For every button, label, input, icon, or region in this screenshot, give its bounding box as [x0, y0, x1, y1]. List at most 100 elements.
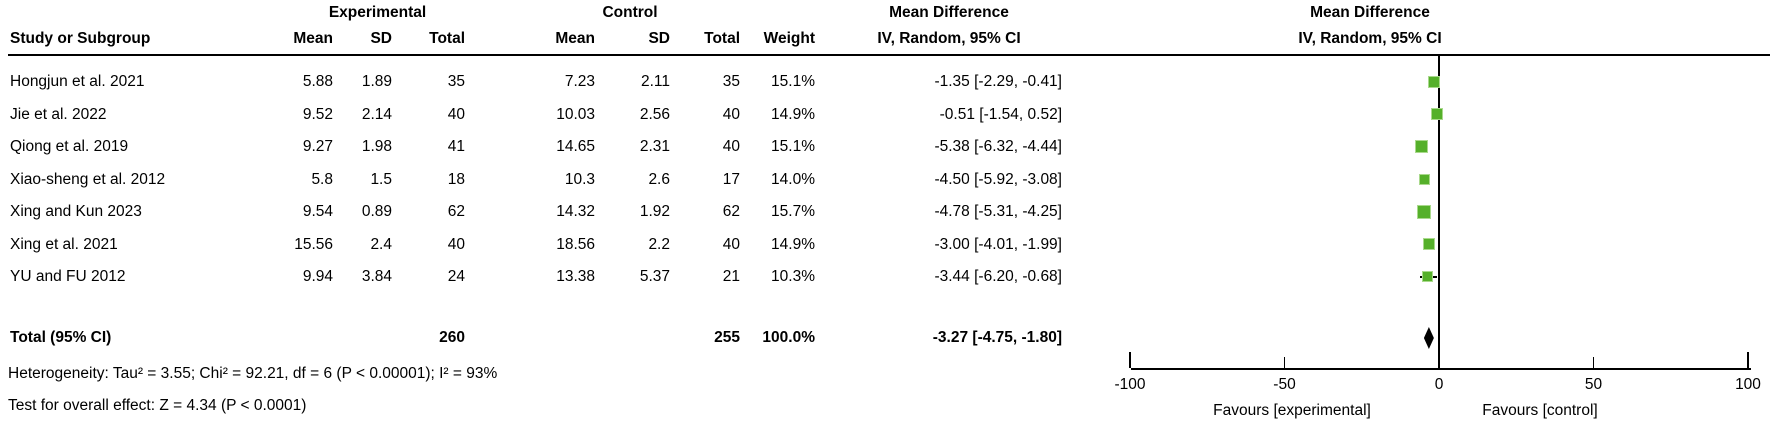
- ctl-mean-value: 14.32: [556, 203, 595, 220]
- group-header-experimental: Experimental: [328, 4, 427, 21]
- exp-sd-value: 1.98: [361, 138, 392, 155]
- effect-square: [1428, 75, 1441, 88]
- ci-estimate-text: -1.35 [-2.29, -0.41]: [934, 73, 1062, 90]
- heterogeneity-text: Heterogeneity: Tau² = 3.55; Chi² = 92.21…: [8, 365, 498, 382]
- total-ci-text: -3.27 [-4.75, -1.80]: [932, 329, 1062, 346]
- overall-effect-text: Test for overall effect: Z = 4.34 (P < 0…: [8, 397, 307, 414]
- exp-mean-value: 9.94: [302, 268, 333, 285]
- exp-total-value: 62: [447, 203, 465, 220]
- exp-total-value: 18: [447, 170, 465, 188]
- ctl-total-value: 62: [722, 203, 740, 220]
- group-header-mean-difference-left: Mean Difference: [889, 4, 1009, 21]
- effect-square: [1419, 173, 1431, 185]
- favours-right-label: Favours [control]: [1482, 402, 1598, 419]
- exp-mean-value: 9.54: [302, 203, 333, 220]
- ctl-total-value: 35: [722, 73, 740, 90]
- pooled-diamond: [1423, 327, 1434, 349]
- exp-mean-value: 15.56: [294, 235, 333, 253]
- ctl-mean-value: 14.65: [556, 138, 595, 155]
- ctl-sd-value: 2.56: [639, 105, 670, 123]
- x-axis-tick-label: 0: [1434, 376, 1444, 393]
- x-axis-tick: [1747, 352, 1749, 368]
- exp-sd-value: 0.89: [361, 203, 392, 220]
- x-axis-tick: [1592, 357, 1595, 368]
- weight-value: 14.0%: [771, 170, 815, 188]
- ctl-mean-value: 10.3: [564, 170, 595, 188]
- exp-sd-value: 1.5: [370, 170, 392, 188]
- x-axis-tick: [1129, 352, 1131, 368]
- ctl-mean-value: 18.56: [556, 235, 595, 253]
- x-axis-tick-label: 100: [1735, 376, 1761, 393]
- study-name: Jie et al. 2022: [10, 105, 107, 123]
- ctl-total-value: 40: [722, 235, 740, 253]
- ctl-total-value: 21: [722, 268, 740, 285]
- effect-square: [1430, 108, 1443, 120]
- exp-sd-value: 2.4: [370, 235, 392, 253]
- ci-estimate-text: -3.00 [-4.01, -1.99]: [934, 235, 1062, 253]
- favours-left-label: Favours [experimental]: [1213, 402, 1371, 419]
- ctl-total-value: 40: [722, 138, 740, 155]
- total-label: Total (95% CI): [10, 329, 112, 346]
- ci-estimate-text: -0.51 [-1.54, 0.52]: [939, 105, 1062, 123]
- col-header-exp-mean: Mean: [293, 30, 333, 47]
- group-header-mean-difference-right: Mean Difference: [1310, 4, 1430, 21]
- ci-estimate-text: -5.38 [-6.32, -4.44]: [934, 138, 1062, 155]
- ctl-mean-value: 10.03: [556, 105, 595, 123]
- x-axis-tick: [1438, 357, 1440, 368]
- col-header-weight: Weight: [763, 30, 815, 47]
- ctl-total-value: 17: [722, 170, 740, 188]
- col-header-ctl-mean: Mean: [555, 30, 595, 47]
- ctl-sd-value: 5.37: [639, 268, 670, 285]
- col-header-ctl-sd: SD: [648, 30, 670, 47]
- x-axis-tick-label: -50: [1273, 376, 1296, 393]
- col-header-study: Study or Subgroup: [10, 30, 151, 47]
- exp-sd-value: 1.89: [361, 73, 392, 90]
- weight-value: 14.9%: [771, 235, 815, 253]
- col-header-exp-sd: SD: [370, 30, 392, 47]
- x-axis-tick: [1283, 357, 1286, 368]
- exp-total-value: 40: [447, 235, 465, 253]
- study-name: YU and FU 2012: [10, 268, 126, 285]
- ctl-sd-value: 2.6: [648, 170, 670, 188]
- exp-total-value: 24: [447, 268, 465, 285]
- header-rule: [8, 54, 1770, 56]
- col-header-ctl-total: Total: [704, 30, 740, 47]
- ctl-mean-value: 7.23: [564, 73, 595, 90]
- study-name: Xing et al. 2021: [10, 235, 118, 253]
- effect-square: [1416, 204, 1431, 219]
- total-ctl-total: 255: [714, 329, 740, 346]
- exp-mean-value: 5.8: [311, 170, 333, 188]
- total-exp-total: 260: [439, 329, 465, 346]
- col-header-exp-total: Total: [429, 30, 465, 47]
- study-name: Xing and Kun 2023: [10, 203, 142, 220]
- exp-total-value: 35: [447, 73, 465, 90]
- effect-square: [1423, 238, 1436, 250]
- ctl-sd-value: 2.11: [640, 73, 670, 90]
- effect-square: [1422, 271, 1434, 282]
- ctl-sd-value: 1.92: [639, 203, 670, 220]
- zero-line: [1438, 56, 1440, 370]
- group-header-control: Control: [602, 4, 658, 21]
- weight-value: 14.9%: [771, 105, 815, 123]
- x-axis-tick-label: 50: [1584, 376, 1603, 393]
- ctl-sd-value: 2.31: [639, 138, 670, 155]
- exp-mean-value: 5.88: [302, 73, 333, 90]
- exp-mean-value: 9.27: [302, 138, 333, 155]
- study-name: Qiong et al. 2019: [10, 138, 129, 155]
- weight-value: 15.7%: [771, 203, 815, 220]
- col-header-iv-ci-right: IV, Random, 95% CI: [1298, 30, 1442, 47]
- x-axis-line: [1131, 368, 1751, 370]
- x-axis-tick-label: -100: [1114, 376, 1146, 393]
- ctl-total-value: 40: [722, 105, 740, 123]
- effect-square: [1415, 140, 1429, 153]
- total-weight: 100.0%: [762, 329, 815, 346]
- exp-total-value: 40: [447, 105, 465, 123]
- ctl-mean-value: 13.38: [556, 268, 595, 285]
- exp-sd-value: 3.84: [361, 268, 392, 285]
- study-name: Xiao-sheng et al. 2012: [10, 170, 166, 188]
- weight-value: 15.1%: [771, 138, 815, 155]
- weight-value: 10.3%: [771, 268, 815, 285]
- ci-estimate-text: -4.78 [-5.31, -4.25]: [934, 203, 1062, 220]
- weight-value: 15.1%: [771, 73, 815, 90]
